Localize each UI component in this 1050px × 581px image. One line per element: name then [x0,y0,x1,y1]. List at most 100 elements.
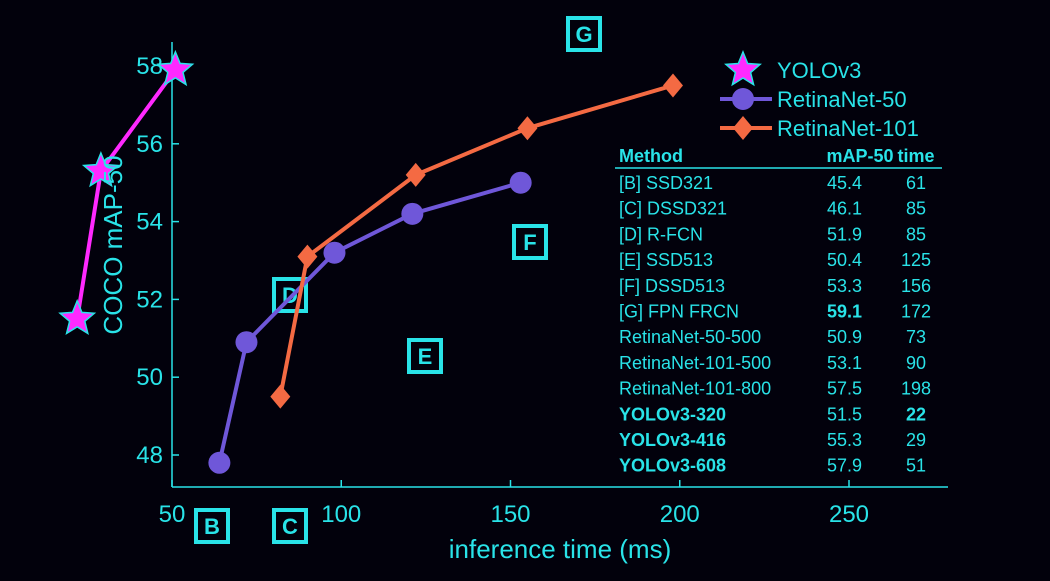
table-cell-map: 59.1 [827,302,862,322]
legend: YOLOv3 RetinaNet-50 RetinaNet-101 [720,50,919,141]
table-cell-map: 45.4 [827,173,862,193]
table-cell-time: 172 [901,302,931,322]
series-line [278,83,674,397]
table-cell-map: 57.9 [827,456,862,476]
annotation-label: F [523,230,536,255]
table-cell-method: YOLOv3-416 [619,430,726,450]
table-cell-time: 29 [906,430,926,450]
table-cell-method: RetinaNet-101-800 [619,379,771,399]
x-tick-label: 100 [321,501,361,528]
table-cell-time: 85 [906,224,926,244]
table-row: [F] DSSD513 53.3 156 [619,276,931,296]
table-cell-method: RetinaNet-50-500 [619,327,761,347]
table-cell-method: [F] DSSD513 [619,276,725,296]
x-tick-label: 50 [159,501,186,528]
table-cell-method: [B] SSD321 [619,173,713,193]
axes: 50 100 150 200 250 48 50 52 54 56 58 [136,42,948,528]
data-point [662,73,683,98]
table-cell-time: 61 [906,173,926,193]
table-row: [C] DSSD321 46.1 85 [619,199,926,219]
data-point [297,244,318,269]
annotation-e: E [407,338,443,374]
series-yolov3 [58,49,195,335]
annotation-label: G [575,22,592,47]
legend-marker [724,50,762,87]
series-retinanet-50 [208,171,532,474]
table-row: [B] SSD321 45.4 61 [619,173,926,193]
table-cell-map: 53.1 [827,353,862,373]
table-cell-map: 53.3 [827,276,862,296]
data-point [323,241,346,264]
annotation-box [407,338,443,374]
table-cell-time: 51 [906,456,926,476]
table-cell-map: 55.3 [827,430,862,450]
legend-marker [732,88,754,110]
data-point [235,331,258,354]
table-row: [D] R-FCN 51.9 85 [619,224,926,244]
table-row: RetinaNet-50-500 50.9 73 [619,327,926,347]
y-tick-label: 52 [136,286,163,313]
annotation-label: E [418,344,433,369]
data-point [405,162,426,187]
data-point [401,202,424,225]
series-retinanet-101 [270,73,683,409]
annotation-box [194,508,230,544]
data-point [509,171,532,194]
table-cell-time: 156 [901,276,931,296]
table-row: RetinaNet-101-800 57.5 198 [619,379,931,399]
table-cell-time: 198 [901,379,931,399]
table-cell-map: 51.9 [827,224,862,244]
table-cell-map: 57.5 [827,379,862,399]
legend-label: YOLOv3 [777,58,861,83]
table-header-time: time [897,146,934,166]
legend-entry: RetinaNet-101 [720,116,919,141]
data-point [208,451,231,474]
legend-entry: RetinaNet-50 [720,87,907,112]
y-tick-label: 58 [136,53,163,80]
data-point [58,298,97,335]
table-cell-map: 50.9 [827,327,862,347]
table-cell-time: 125 [901,250,931,270]
y-tick-label: 56 [136,131,163,158]
annotation-f: F [512,224,548,260]
data-point [81,151,120,188]
annotation-label: C [282,514,298,539]
annotation-label: B [204,514,220,539]
annotation-box [566,16,602,52]
series-group [58,49,683,474]
legend-entry: YOLOv3 [724,50,861,87]
annotation-b: B [194,508,230,544]
table-row: [G] FPN FRCN 59.1 172 [619,302,931,322]
data-point [517,116,538,141]
y-tick-label: 48 [136,442,163,469]
table-header-map: mAP-50 [826,146,893,166]
table-cell-time: 90 [906,353,926,373]
table-row: YOLOv3-320 51.5 22 [619,404,926,424]
legend-label: RetinaNet-101 [777,116,919,141]
table-cell-time: 22 [906,404,926,424]
y-tick-label: 50 [136,364,163,391]
table-cell-time: 73 [906,327,926,347]
table-cell-method: RetinaNet-101-500 [619,353,771,373]
table-cell-method: [G] FPN FRCN [619,302,739,322]
table-row: YOLOv3-608 57.9 51 [619,456,926,476]
table-row: RetinaNet-101-500 53.1 90 [619,353,926,373]
data-point [156,49,195,87]
table-cell-method: [C] DSSD321 [619,199,727,219]
x-tick-label: 200 [660,501,700,528]
series-line [217,180,522,464]
y-axis-label: COCO mAP-50 [98,155,128,334]
annotation-box [512,224,548,260]
y-tick-label: 54 [136,209,163,236]
annotation-box [272,277,308,313]
x-tick-label: 250 [829,501,869,528]
table-header-method: Method [619,146,683,166]
table-cell-method: [D] R-FCN [619,224,703,244]
table-cell-map: 46.1 [827,199,862,219]
table-cell-method: [E] SSD513 [619,250,713,270]
x-tick-label: 150 [490,501,530,528]
x-axis-label: inference time (ms) [449,534,672,564]
